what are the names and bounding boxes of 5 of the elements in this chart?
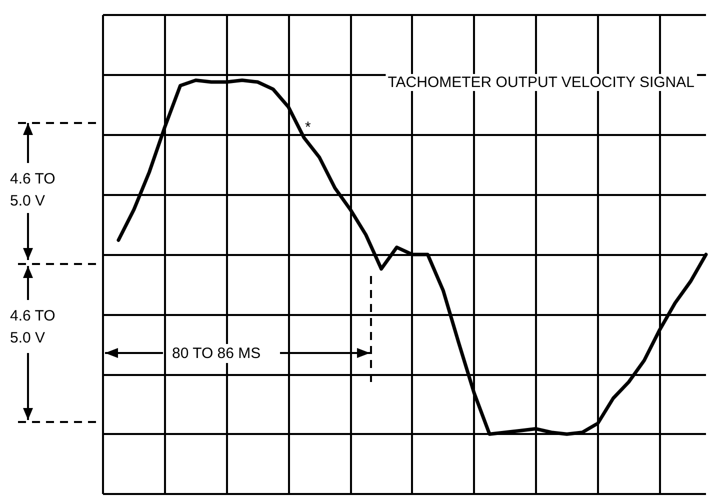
text: 4.6 TO 5.0 V xyxy=(10,170,60,210)
text: 4.6 TO 5.0 V xyxy=(10,308,60,346)
annotation: 80 TO 86 MS xyxy=(172,345,261,362)
annotation: * xyxy=(305,119,311,136)
chart-title: TACHOMETER OUTPUT VELOCITY SIGNAL xyxy=(388,74,694,91)
